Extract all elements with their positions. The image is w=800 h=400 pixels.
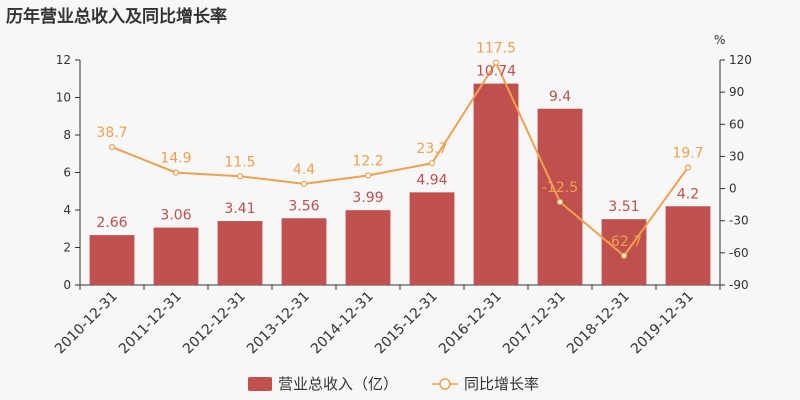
revenue-data-label: 9.4 bbox=[549, 89, 571, 105]
growth-rate-data-label: -12.5 bbox=[542, 180, 578, 196]
left-axis-tick-label: 6 bbox=[63, 166, 71, 180]
left-axis-tick-label: 0 bbox=[63, 278, 71, 292]
growth-rate-point bbox=[108, 144, 116, 151]
growth-rate-point bbox=[428, 160, 436, 167]
growth-rate-point bbox=[300, 180, 308, 187]
right-axis-tick-label: 120 bbox=[729, 53, 752, 67]
growth-rate-point bbox=[492, 59, 500, 66]
right-axis-tick-label: 60 bbox=[729, 117, 744, 131]
legend-revenue-label: 营业总收入（亿） bbox=[278, 375, 398, 393]
legend-revenue-swatch bbox=[248, 377, 272, 391]
growth-rate-point bbox=[620, 252, 628, 259]
revenue-bar bbox=[601, 219, 647, 285]
growth-rate-data-label: 14.9 bbox=[160, 151, 191, 167]
right-axis-tick-label: -30 bbox=[729, 214, 749, 228]
growth-rate-data-label: 12.2 bbox=[352, 154, 383, 170]
x-axis-tick-label: 2011-12-31 bbox=[116, 289, 185, 358]
right-axis-tick-label: 90 bbox=[729, 85, 744, 99]
x-axis-tick-label: 2017-12-31 bbox=[500, 289, 569, 358]
right-axis-tick-label: 0 bbox=[729, 182, 737, 196]
legend: 营业总收入（亿） 同比增长率 bbox=[248, 375, 539, 393]
left-axis-tick-label: 4 bbox=[63, 203, 71, 217]
revenue-data-label: 10.74 bbox=[476, 64, 516, 80]
x-axis-tick-label: 2018-12-31 bbox=[564, 289, 633, 358]
x-axis-tick-label: 2012-12-31 bbox=[180, 289, 249, 358]
x-axis-tick-label: 2013-12-31 bbox=[244, 289, 313, 358]
growth-rate-point bbox=[364, 172, 372, 179]
x-axis-tick-label: 2014-12-31 bbox=[308, 289, 377, 358]
legend-growth-label: 同比增长率 bbox=[464, 375, 539, 393]
growth-rate-data-label: 19.7 bbox=[672, 145, 703, 161]
growth-rate-data-label: 4.4 bbox=[293, 162, 315, 178]
left-axis-tick-label: 2 bbox=[63, 241, 71, 255]
left-axis-tick-label: 8 bbox=[63, 128, 71, 142]
right-axis-tick-label: 30 bbox=[729, 149, 744, 163]
revenue-bar bbox=[153, 227, 199, 285]
legend-growth-marker bbox=[439, 378, 451, 390]
growth-rate-data-label: 23.7 bbox=[416, 141, 447, 157]
growth-rate-data-label: 11.5 bbox=[224, 154, 255, 170]
revenue-data-label: 3.51 bbox=[608, 199, 639, 215]
right-axis-unit-label: % bbox=[714, 33, 725, 47]
growth-rate-point bbox=[172, 169, 180, 176]
x-axis-tick-label: 2016-12-31 bbox=[436, 289, 505, 358]
left-axis-tick-label: 12 bbox=[56, 53, 71, 67]
growth-rate-data-label: 38.7 bbox=[96, 125, 127, 141]
revenue-bar bbox=[537, 108, 583, 285]
revenue-data-label: 4.94 bbox=[416, 172, 447, 188]
revenue-bar bbox=[345, 210, 391, 285]
right-axis-tick-label: -60 bbox=[729, 246, 749, 260]
x-axis-tick-label: 2010-12-31 bbox=[52, 289, 121, 358]
revenue-data-label: 4.2 bbox=[677, 186, 699, 202]
growth-rate-point bbox=[236, 173, 244, 180]
revenue-data-label: 2.66 bbox=[96, 215, 127, 231]
revenue-data-label: 3.56 bbox=[288, 198, 319, 214]
revenue-bar bbox=[409, 192, 455, 285]
right-axis-tick-label: -90 bbox=[729, 278, 749, 292]
left-axis-tick-label: 10 bbox=[56, 91, 71, 105]
revenue-data-label: 3.99 bbox=[352, 190, 383, 206]
chart-title: 历年营业总收入及同比增长率 bbox=[6, 7, 227, 27]
growth-rate-point bbox=[684, 164, 692, 171]
growth-rate-point bbox=[556, 198, 564, 206]
x-axis-tick-label: 2015-12-31 bbox=[372, 289, 441, 358]
growth-rate-data-label: -62.7 bbox=[606, 234, 642, 250]
growth-rate-line bbox=[111, 60, 689, 258]
revenue-bar bbox=[281, 218, 327, 285]
revenue-data-label: 3.06 bbox=[160, 208, 191, 224]
revenue-bar bbox=[473, 83, 519, 285]
x-axis-tick-label: 2019-12-31 bbox=[628, 289, 697, 358]
revenue-bar bbox=[217, 221, 263, 285]
growth-rate-data-label: 117.5 bbox=[476, 41, 516, 57]
revenue-bar bbox=[89, 235, 135, 285]
revenue-data-label: 3.41 bbox=[224, 201, 255, 217]
revenue-bar bbox=[665, 206, 711, 285]
